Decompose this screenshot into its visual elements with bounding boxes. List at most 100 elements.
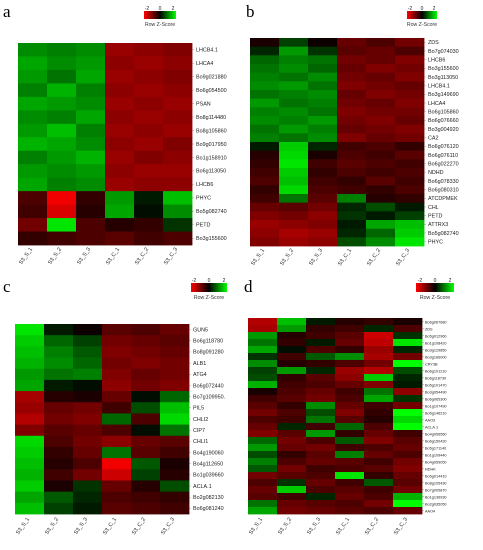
panel-b-row-label: LHCB6 bbox=[428, 57, 445, 63]
panel-a-cell bbox=[47, 164, 77, 179]
panel-a-row-label: Bo6g054500 bbox=[196, 88, 227, 94]
panel-b-cell bbox=[366, 142, 396, 152]
panel-d-col-label: S3_C_1 bbox=[335, 517, 351, 536]
panel-a-cell bbox=[163, 218, 193, 232]
panel-d-cell bbox=[364, 402, 394, 410]
panel-d-cell bbox=[277, 444, 307, 452]
panel-c-row-label: Bo4g112650 bbox=[193, 462, 223, 468]
panel-b-cell bbox=[308, 150, 338, 160]
panel-b-row-label: Bo6g078330 bbox=[428, 179, 459, 185]
panel-b-cell bbox=[250, 168, 280, 178]
panel-d-row-label: Bo1g107490 bbox=[425, 404, 447, 408]
panel-a-cell bbox=[105, 191, 135, 205]
panel-d-cell bbox=[393, 423, 423, 431]
panel-a-cell bbox=[47, 231, 77, 246]
panel-d-cell bbox=[248, 353, 278, 361]
panel-d-row-label: Bo3g129850 bbox=[425, 348, 447, 352]
panel-d-cell bbox=[306, 318, 336, 326]
panel-c-cell bbox=[160, 324, 190, 336]
panel-b-cell bbox=[395, 159, 425, 169]
panel-c-cell bbox=[15, 480, 45, 493]
panel-c-row-label: ATG4 bbox=[193, 372, 207, 378]
panel-b-cell bbox=[250, 159, 280, 169]
panel-d-cell bbox=[393, 465, 423, 473]
panel-c-cell bbox=[73, 446, 103, 459]
panel-a-cell bbox=[47, 150, 77, 165]
panel-d-cell bbox=[335, 353, 365, 361]
panel-d-heatmap: Bo6g067680 ZDS Bo5g012960 Bo1g108420 Bo3g129… bbox=[248, 318, 447, 536]
panel-d-cell bbox=[393, 507, 423, 515]
panel-d-cell bbox=[335, 374, 365, 382]
panel-d-cell bbox=[277, 409, 307, 417]
panel-d-cell bbox=[248, 472, 278, 480]
panel-c-cell bbox=[44, 402, 74, 414]
panel-c-cell bbox=[102, 502, 132, 515]
panel-d-cell bbox=[248, 444, 278, 452]
panel-b-cell bbox=[395, 64, 425, 74]
panel-c-cell bbox=[15, 357, 45, 370]
panel-b-cell bbox=[279, 124, 309, 134]
panel-c-row-label: Bo2g082130 bbox=[193, 495, 224, 501]
panel-b-cell bbox=[279, 211, 309, 221]
panel-b-cell bbox=[308, 124, 338, 134]
panel-c-cell bbox=[160, 424, 190, 437]
panel-d-cell bbox=[248, 409, 278, 417]
panel-b-cell bbox=[250, 98, 280, 108]
panel-a-cell bbox=[47, 218, 77, 232]
panel-d-cell bbox=[277, 353, 307, 361]
panel-b-color-key bbox=[407, 11, 437, 19]
panel-c-row-label: CIP7 bbox=[193, 428, 205, 434]
panel-c-cell bbox=[73, 368, 103, 381]
panel-b-cell bbox=[337, 211, 367, 221]
panel-b-cell bbox=[279, 142, 309, 152]
panel-b-cell bbox=[279, 90, 309, 100]
panel-c: c -2 0 2 Row Z-Score GUN5 Bo6g118780 Bo8g0… bbox=[3, 277, 227, 536]
panel-d-cell bbox=[248, 493, 278, 501]
panel-b-cell bbox=[366, 107, 396, 117]
panel-b-cell bbox=[366, 220, 396, 230]
panel-b-cell bbox=[279, 81, 309, 91]
panel-d-cell bbox=[248, 395, 278, 403]
panel-d-cell bbox=[335, 402, 365, 410]
panel-c-cell bbox=[44, 424, 74, 437]
panel-a-cell bbox=[18, 43, 48, 57]
panel-c-cell bbox=[160, 346, 190, 358]
panel-d-row-label: Bo1g108420 bbox=[425, 341, 447, 345]
panel-c-row-label: CHLI2 bbox=[193, 417, 208, 423]
panel-a-cell bbox=[134, 191, 164, 205]
panel-d-cell bbox=[335, 444, 365, 452]
panel-c-row-label: Bo6g072440 bbox=[193, 383, 224, 389]
panel-b-cell bbox=[366, 64, 396, 74]
panel-b-cell bbox=[279, 159, 309, 169]
panel-d-cell bbox=[364, 360, 394, 368]
panel-c-cell bbox=[102, 446, 132, 459]
panel-d-cell bbox=[277, 325, 307, 333]
panel-d-cell bbox=[393, 374, 423, 382]
panel-d-cell bbox=[335, 493, 365, 501]
panel-a-cell bbox=[163, 137, 193, 152]
panel-a-cell bbox=[18, 164, 48, 179]
panel-d-cell bbox=[277, 360, 307, 368]
panel-b-cell bbox=[279, 98, 309, 108]
panel-d-row-label: Bo6g065300 bbox=[425, 397, 447, 401]
panel-b-cell bbox=[395, 142, 425, 152]
panel-d-cell bbox=[335, 318, 365, 326]
panel-a-cell bbox=[47, 83, 77, 98]
panel-a-cell bbox=[163, 110, 193, 125]
panel-c-cell bbox=[160, 357, 190, 370]
panel-b-row-label: Bo6g022270 bbox=[428, 161, 459, 167]
panel-d-row-label: NDHK bbox=[425, 467, 436, 471]
panel-b-cell bbox=[250, 55, 280, 65]
panel-a-legend-title: Row Z-Score bbox=[145, 22, 175, 28]
panel-d-cell bbox=[306, 402, 336, 410]
panel-c-cell bbox=[131, 480, 161, 493]
panel-d-cell bbox=[248, 346, 278, 354]
panel-b-cell bbox=[308, 38, 338, 48]
panel-b-cell bbox=[308, 55, 338, 65]
panel-d-cell bbox=[306, 507, 336, 515]
panel-b-row-label: ZDS bbox=[428, 40, 439, 46]
panel-b-cell bbox=[337, 98, 367, 108]
panel-d-cell bbox=[248, 360, 278, 368]
panel-b-cell bbox=[308, 176, 338, 186]
panel-c-cell bbox=[160, 413, 190, 425]
